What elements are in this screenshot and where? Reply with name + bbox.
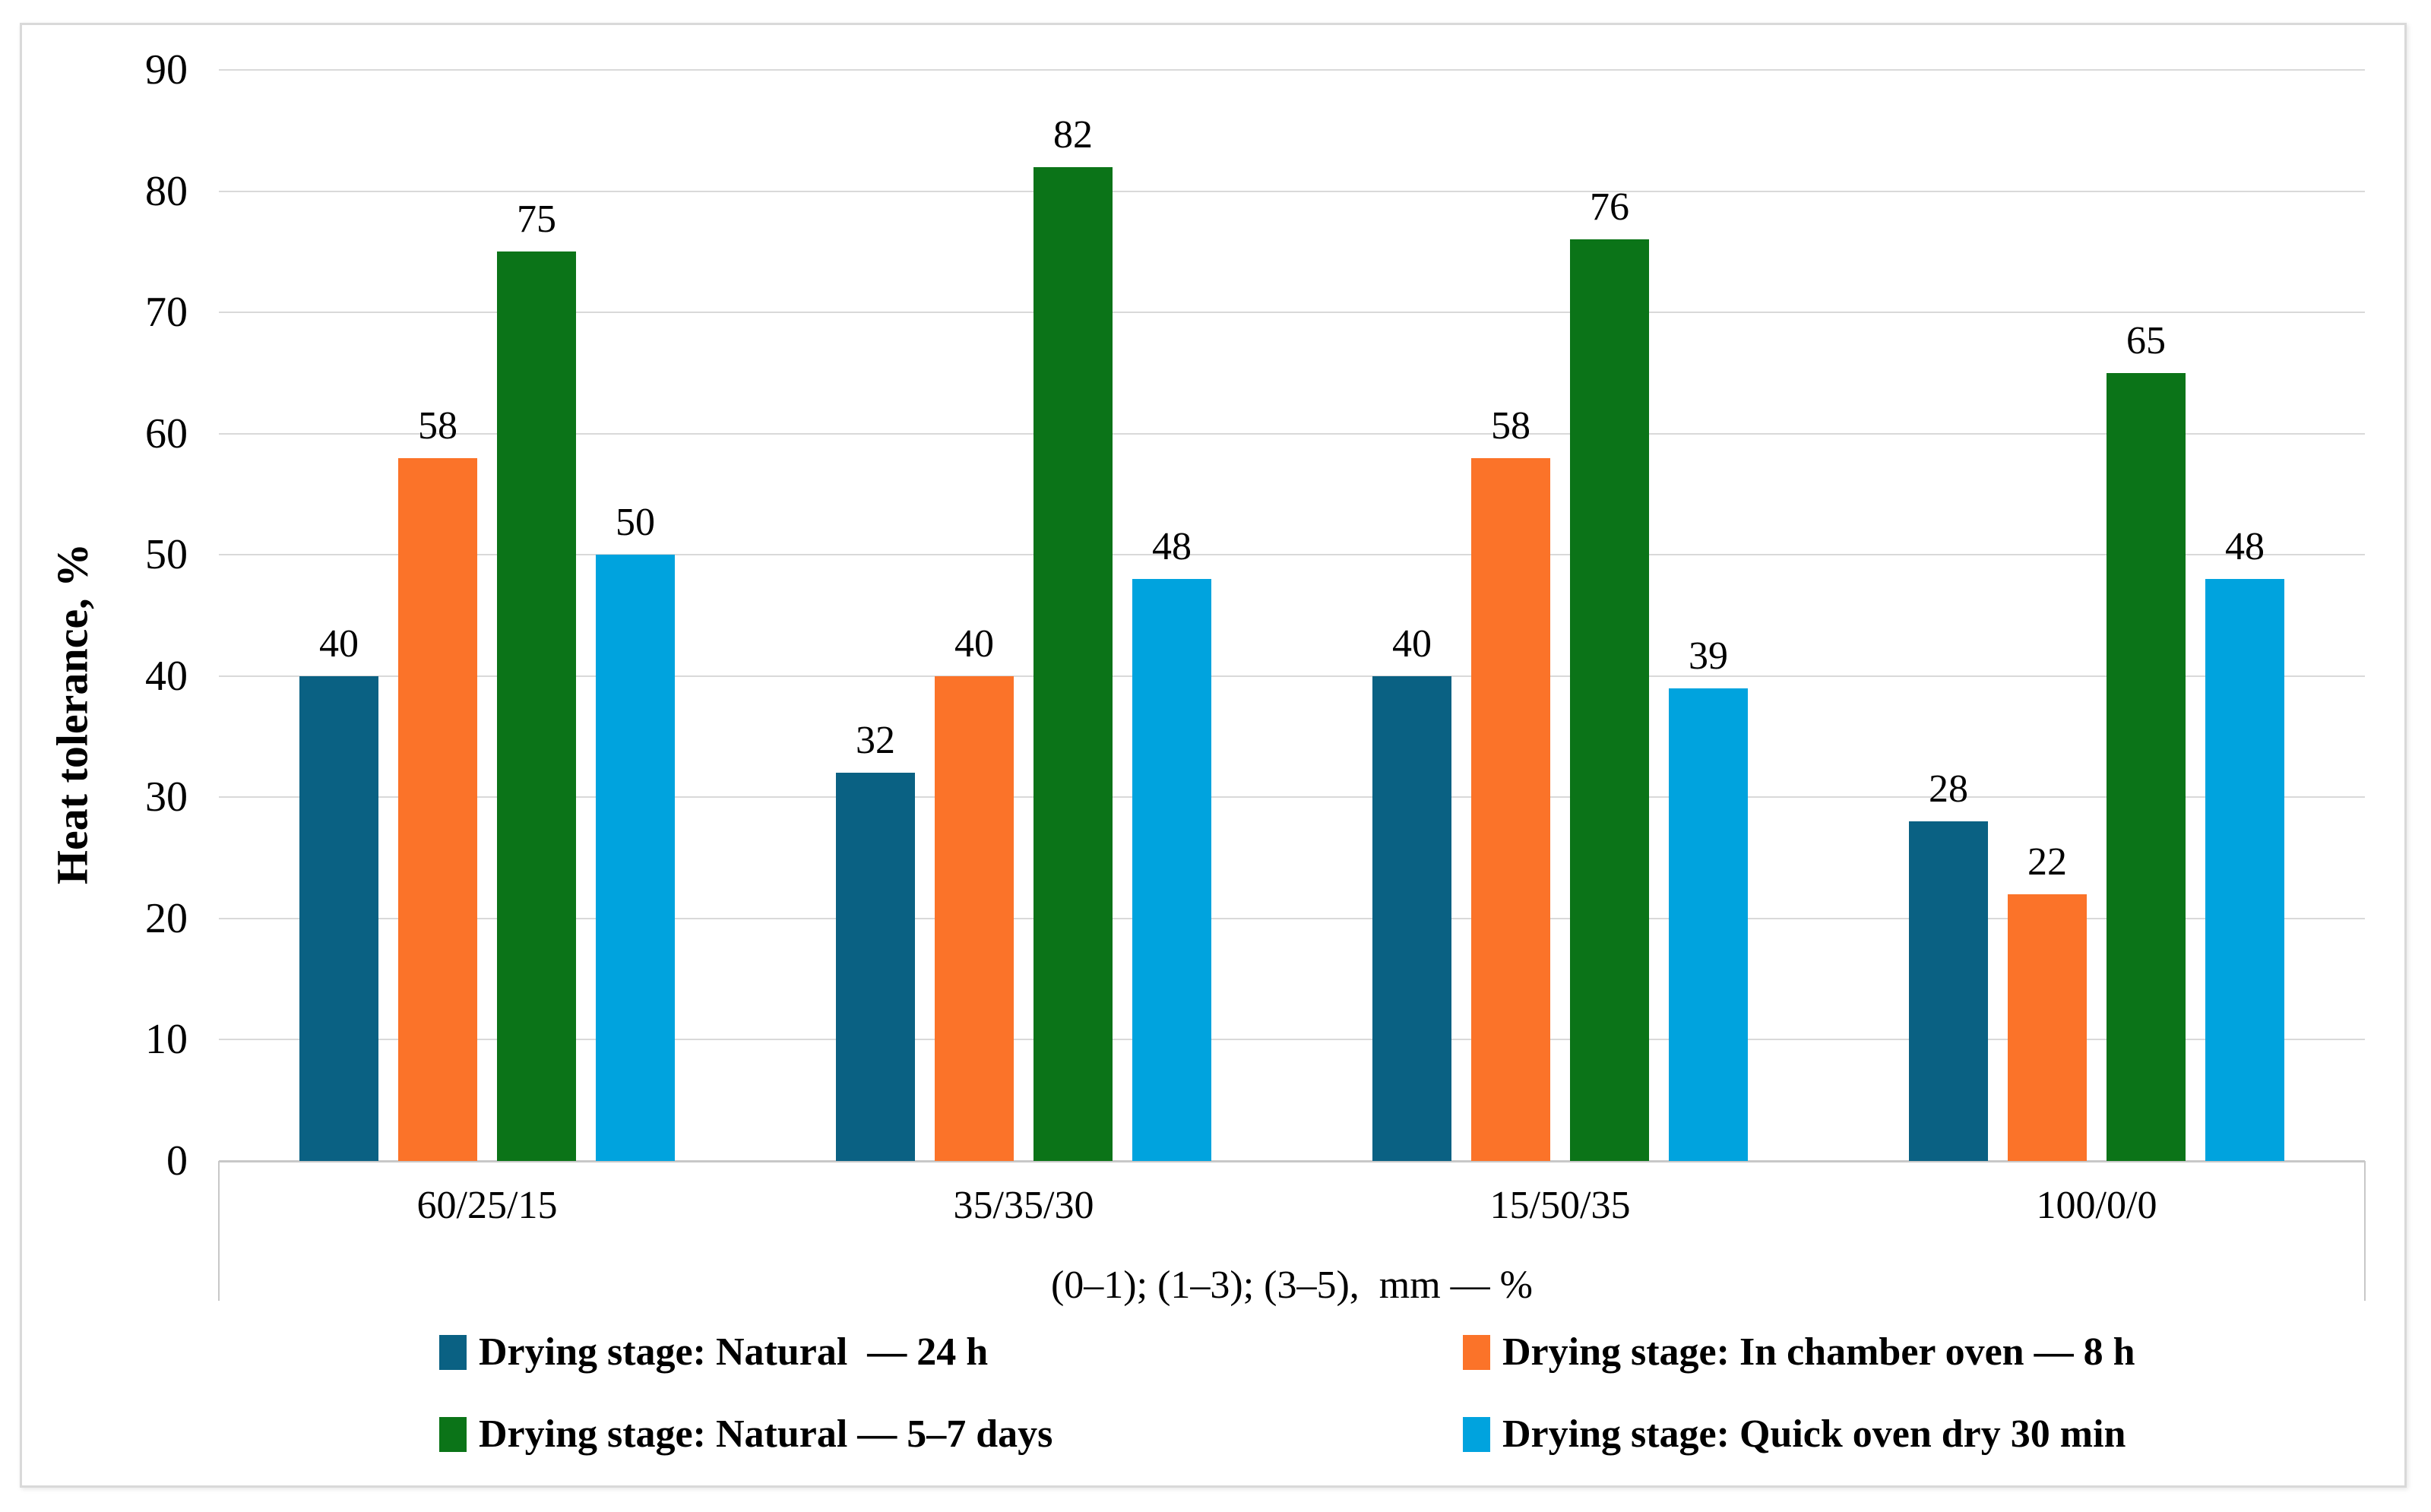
bar-series-4 — [1132, 579, 1211, 1161]
legend-swatch-series-2 — [1463, 1335, 1490, 1370]
x-axis-left-tick — [218, 1161, 220, 1301]
bar-data-label: 40 — [319, 622, 359, 666]
bar-series-3 — [1570, 239, 1649, 1161]
x-axis-category-label: 100/0/0 — [2036, 1184, 2157, 1227]
legend-swatch-series-4 — [1463, 1417, 1490, 1452]
legend-label: Drying stage: In chamber oven — 8 h — [1502, 1330, 2135, 1374]
y-axis-tick-label: 80 — [145, 167, 188, 215]
legend-label: Drying stage: Quick oven dry 30 min — [1502, 1412, 2126, 1456]
y-axis-tick-label: 70 — [145, 289, 188, 337]
y-axis-title: Heat tolerance, % — [47, 542, 97, 885]
gridline — [219, 796, 2365, 799]
y-axis-tick-label: 90 — [145, 46, 188, 93]
bar-data-label: 48 — [2225, 525, 2265, 569]
y-axis-tick-label: 20 — [145, 894, 188, 942]
bar-series-4 — [2205, 579, 2284, 1161]
x-axis-category-label: 60/25/15 — [416, 1184, 558, 1227]
bar-data-label: 40 — [1392, 622, 1432, 666]
x-axis-line — [219, 1160, 2365, 1162]
bar-data-label: 39 — [1689, 634, 1728, 678]
y-axis-tick-label: 60 — [145, 410, 188, 457]
bar-series-1 — [1909, 821, 1988, 1161]
legend-label: Drying stage: Natural — 24 h — [479, 1330, 989, 1374]
legend-item: Drying stage: Natural — 5–7 days — [439, 1410, 1052, 1459]
x-axis-category-label: 15/50/35 — [1489, 1184, 1631, 1227]
bar-data-label: 75 — [517, 198, 556, 242]
y-axis-tick-label: 30 — [145, 773, 188, 821]
y-axis-tick-label: 10 — [145, 1016, 188, 1064]
bar-series-3 — [497, 251, 576, 1161]
bar-series-2 — [935, 675, 1014, 1161]
legend-item: Drying stage: Natural — 24 h — [439, 1328, 988, 1377]
gridline — [219, 190, 2365, 192]
bar-data-label: 50 — [616, 501, 655, 545]
gridline — [219, 554, 2365, 556]
bar-series-1 — [299, 675, 378, 1161]
x-axis-category-label: 35/35/30 — [953, 1184, 1094, 1227]
bar-data-label: 76 — [1590, 185, 1629, 229]
bar-series-3 — [2107, 372, 2186, 1161]
y-axis-tick-label: 40 — [145, 652, 188, 700]
bar-series-1 — [1372, 675, 1451, 1161]
legend-item: Drying stage: Quick oven dry 30 min — [1463, 1410, 2126, 1459]
gridline — [219, 1039, 2365, 1041]
gridline — [219, 675, 2365, 677]
x-axis-title: (0–1); (1–3); (3–5), mm — % — [1050, 1264, 1533, 1307]
bar-series-1 — [836, 773, 915, 1161]
legend-swatch-series-3 — [439, 1417, 467, 1452]
y-axis-tick-label: 0 — [166, 1137, 188, 1185]
bar-series-2 — [2008, 894, 2087, 1161]
bar-series-3 — [1033, 166, 1113, 1161]
bar-data-label: 48 — [1152, 525, 1192, 569]
bar-data-label: 58 — [1491, 403, 1530, 448]
gridline — [219, 69, 2365, 71]
bar-data-label: 82 — [1053, 112, 1093, 157]
legend-label: Drying stage: Natural — 5–7 days — [479, 1412, 1053, 1456]
bar-data-label: 58 — [418, 403, 457, 448]
bar-data-label: 65 — [2126, 318, 2166, 362]
bar-data-label: 40 — [954, 622, 994, 666]
gridline — [219, 312, 2365, 314]
bar-series-2 — [1471, 457, 1550, 1161]
gridline — [219, 432, 2365, 435]
bar-data-label: 28 — [1929, 767, 1968, 811]
legend-item: Drying stage: In chamber oven — 8 h — [1463, 1328, 2135, 1377]
bar-series-4 — [596, 555, 675, 1161]
legend-swatch-series-1 — [439, 1335, 467, 1370]
bar-data-label: 22 — [2027, 840, 2067, 884]
x-axis-right-tick — [2364, 1161, 2366, 1301]
bar-data-label: 32 — [856, 719, 895, 763]
bar-series-4 — [1669, 688, 1748, 1161]
gridline — [219, 917, 2365, 919]
y-axis-tick-label: 50 — [145, 531, 188, 579]
bar-series-2 — [398, 457, 477, 1161]
